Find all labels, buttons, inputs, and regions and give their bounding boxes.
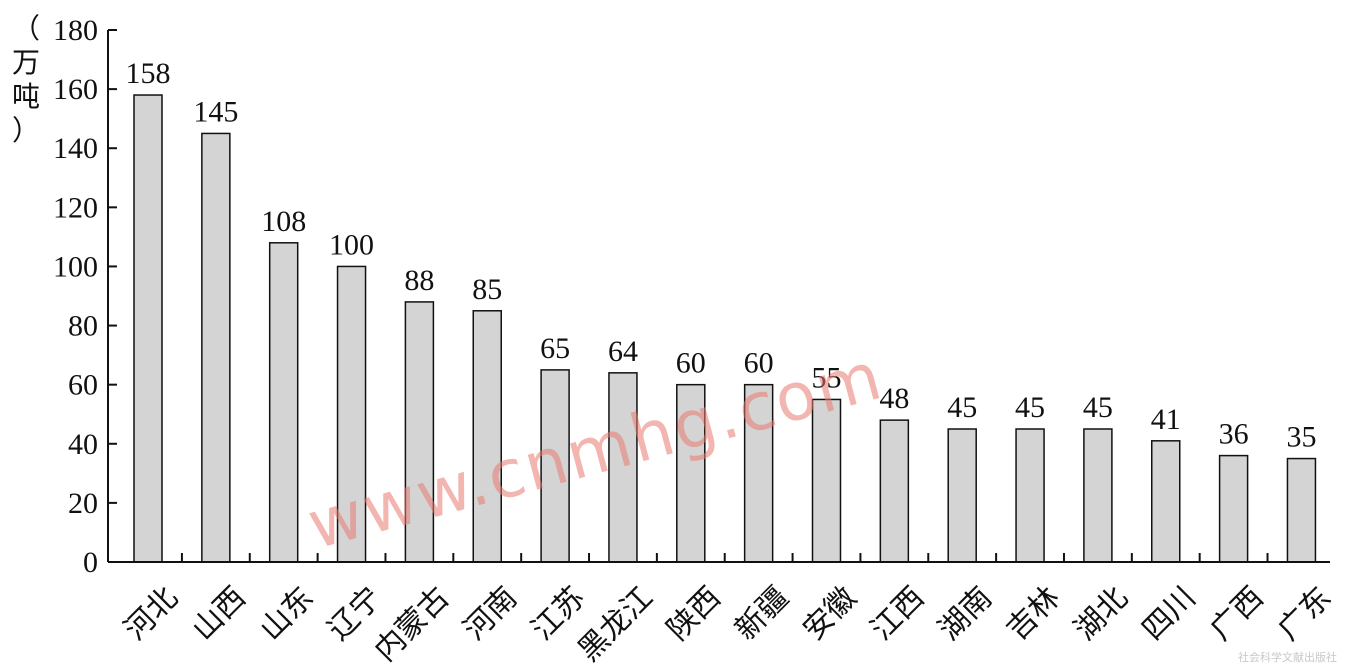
y-axis: 0 20 40 60 80 100 120 140 160 180 xyxy=(53,14,117,579)
bar xyxy=(1083,428,1113,563)
x-tick-label: 新疆 xyxy=(728,580,795,647)
x-tick-label: 广东 xyxy=(1271,580,1338,647)
bar xyxy=(608,372,638,563)
bar xyxy=(336,265,367,563)
x-tick-label: 内蒙古 xyxy=(368,580,456,668)
bar xyxy=(947,428,977,563)
x-tick-label: 山东 xyxy=(253,580,320,647)
bar xyxy=(1015,428,1045,563)
bar xyxy=(1218,454,1249,563)
bar-value-label: 88 xyxy=(404,264,434,297)
x-tick-label: 黑龙江 xyxy=(571,580,659,668)
y-tick-label: 40 xyxy=(68,428,98,461)
bar xyxy=(472,310,502,563)
bar-value-label: 60 xyxy=(676,347,706,380)
bar-value-label: 41 xyxy=(1151,403,1181,436)
y-axis-label: （万吨） xyxy=(12,12,40,147)
bar xyxy=(743,383,774,563)
y-tick-label: 160 xyxy=(53,73,98,106)
bar-value-label: 65 xyxy=(540,332,570,365)
bar xyxy=(1286,457,1317,563)
bar xyxy=(404,301,435,563)
bar-value-label: 48 xyxy=(879,382,909,415)
x-tick-label: 河南 xyxy=(457,580,524,647)
bar-value-label: 60 xyxy=(744,347,774,380)
y-tick-label: 60 xyxy=(68,369,98,402)
bar-value-label: 45 xyxy=(1083,391,1113,424)
x-tick-label: 河北 xyxy=(118,580,185,647)
bar xyxy=(811,398,842,563)
bar-value-label: 100 xyxy=(329,228,374,261)
bar-value-label: 85 xyxy=(472,273,502,306)
publisher-mark: 社会科学文献出版社 xyxy=(1238,651,1337,664)
x-tick-label: 广西 xyxy=(1203,580,1270,647)
y-tick-label: 140 xyxy=(53,132,98,165)
bar-value-label: 108 xyxy=(261,205,306,238)
y-tick-label: 180 xyxy=(53,14,98,47)
bar-value-label: 36 xyxy=(1219,418,1249,451)
y-axis-unit-label: （万吨） xyxy=(12,12,40,147)
bars: 158 145 108 100 88 85 65 64 60 60 55 48 45 45 45 41 36 35 xyxy=(126,57,1317,563)
x-tick-label: 安徽 xyxy=(796,580,863,647)
bar-value-label: 158 xyxy=(126,57,171,90)
bar-value-label: 145 xyxy=(193,95,238,128)
y-tick-label: 0 xyxy=(83,546,98,579)
bar xyxy=(201,132,231,563)
bar-value-label: 45 xyxy=(947,391,977,424)
y-tick-label: 100 xyxy=(53,250,98,283)
x-tick-label: 湖北 xyxy=(1068,580,1135,647)
bar xyxy=(268,242,299,563)
bar xyxy=(133,94,163,563)
y-tick-label: 80 xyxy=(68,310,98,343)
x-tick-label: 湖南 xyxy=(932,580,999,647)
bar xyxy=(879,419,910,563)
bar xyxy=(540,369,570,563)
x-tick-label: 四川 xyxy=(1136,580,1203,647)
bar xyxy=(676,383,706,563)
bar-value-label: 55 xyxy=(812,361,842,394)
y-tick-label: 120 xyxy=(53,191,98,224)
x-tick-label: 陕西 xyxy=(661,580,728,647)
x-tick-label: 江西 xyxy=(864,580,931,647)
bar-value-label: 45 xyxy=(1015,391,1045,424)
x-tick-label: 山西 xyxy=(186,580,253,647)
x-tick-label: 吉林 xyxy=(1000,580,1067,647)
bar xyxy=(1151,440,1181,563)
bar-value-label: 35 xyxy=(1286,421,1316,454)
bar-value-label: 64 xyxy=(608,335,638,368)
y-tick-label: 20 xyxy=(68,487,98,520)
